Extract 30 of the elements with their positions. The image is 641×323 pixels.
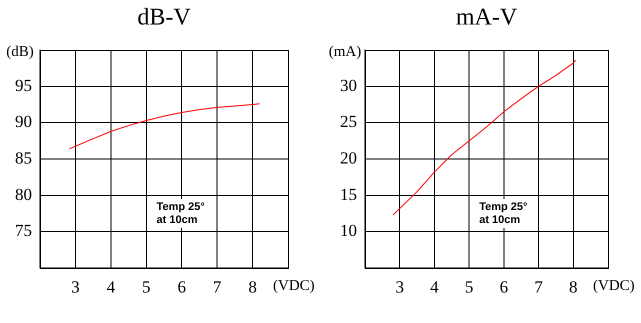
x-tick-label: 5: [142, 278, 151, 297]
x-tick-label: 4: [106, 278, 116, 297]
y-tick-label: 15: [340, 184, 357, 204]
y-tick-label: 90: [15, 112, 32, 132]
annotation: Temp 25° at 10cm: [156, 200, 205, 226]
annotation: Temp 25° at 10cm: [479, 200, 528, 226]
x-tick-label: 6: [177, 278, 186, 297]
y-tick-label: 80: [15, 184, 32, 204]
y-axis-title: (mA): [328, 44, 362, 60]
x-tick-label: 7: [534, 278, 544, 297]
y-tick-label: 95: [15, 76, 32, 95]
x-tick-label: 4: [430, 278, 440, 297]
x-axis-title: (VDC): [593, 278, 635, 294]
y-tick-label: 10: [340, 221, 357, 240]
x-axis-title: (VDC): [273, 278, 315, 294]
x-tick-label: 8: [248, 278, 257, 297]
x-tick-label: 3: [395, 278, 404, 297]
x-tick-label: 8: [569, 278, 578, 297]
y-tick-label: 25: [340, 112, 357, 132]
y-tick-label: 75: [15, 221, 32, 240]
chart-title: dB-V: [137, 4, 192, 30]
chart-title: mA-V: [456, 4, 518, 30]
x-tick-label: 3: [71, 278, 80, 297]
x-tick-label: 7: [212, 278, 222, 297]
y-axis-title: (dB): [6, 44, 34, 60]
y-tick-label: 30: [340, 76, 357, 95]
y-tick-label: 85: [15, 148, 32, 168]
y-tick-label: 20: [340, 148, 357, 168]
x-tick-label: 5: [464, 278, 474, 297]
x-tick-label: 6: [500, 278, 508, 297]
